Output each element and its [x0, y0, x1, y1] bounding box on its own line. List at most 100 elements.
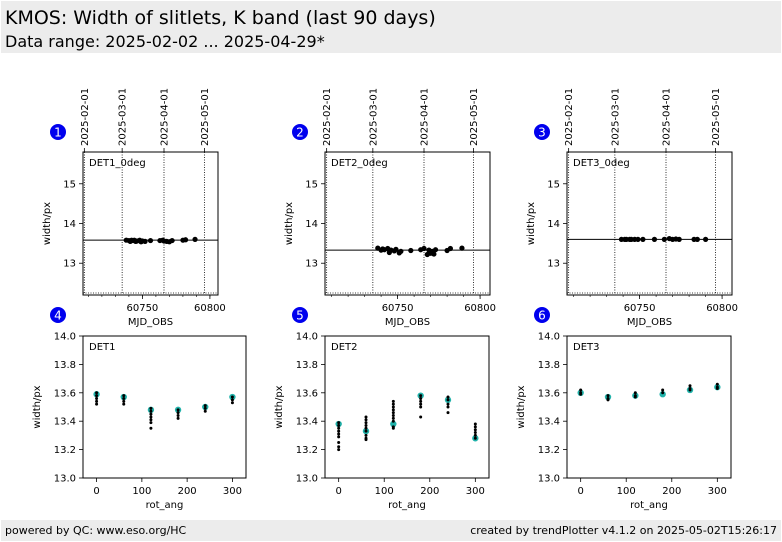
y-tick-label: 13.2	[54, 445, 76, 456]
data-point	[446, 411, 450, 415]
x-tick-label: 300	[708, 486, 727, 497]
date-tick-label: 2025-02-01	[322, 88, 333, 146]
data-point	[676, 236, 682, 242]
data-point	[473, 433, 477, 437]
data-point	[419, 399, 423, 403]
data-point	[176, 414, 180, 418]
data-point	[337, 426, 341, 430]
data-point	[337, 445, 341, 449]
date-tick-label: 2025-04-01	[160, 88, 171, 146]
page-title: KMOS: Width of slitlets, K band (last 90…	[5, 7, 436, 29]
data-point	[95, 391, 99, 395]
data-point	[230, 395, 234, 399]
data-point	[446, 398, 450, 402]
data-point	[606, 398, 610, 402]
data-point	[95, 396, 99, 400]
panel-number: 4	[54, 309, 62, 323]
date-tick-label: 2025-04-01	[662, 88, 673, 146]
data-point	[149, 412, 153, 416]
x-axis-label: MJD_OBS	[385, 317, 430, 328]
data-point	[364, 433, 368, 437]
data-point	[421, 245, 427, 252]
data-point	[606, 394, 610, 398]
data-point	[176, 408, 180, 412]
x-tick-label: 100	[375, 486, 394, 497]
data-point	[473, 428, 477, 432]
plot-frame	[82, 335, 247, 479]
y-axis-label: width/px	[284, 202, 295, 245]
x-tick-label: 200	[178, 486, 197, 497]
panel-number-badge	[534, 307, 550, 323]
median-marker	[390, 420, 397, 428]
data-point	[337, 421, 341, 425]
data-point	[473, 425, 477, 429]
y-tick-label: 13	[305, 259, 318, 270]
panel-number: 1	[54, 126, 62, 140]
x-tick-label: 60750	[126, 303, 158, 314]
y-tick-label: 13.4	[54, 417, 76, 428]
data-point	[391, 426, 395, 430]
y-tick-label: 13.0	[54, 474, 76, 485]
data-point	[364, 415, 368, 419]
data-point	[447, 245, 453, 252]
data-point	[364, 429, 368, 433]
y-axis-label: width/px	[42, 202, 53, 245]
data-point	[661, 236, 667, 242]
panel-label: DET2_0deg	[331, 158, 388, 169]
y-axis-label: width/px	[274, 385, 285, 428]
data-point	[95, 402, 99, 406]
data-point	[337, 448, 341, 452]
data-point	[203, 409, 207, 413]
panel-label: DET1_0deg	[89, 158, 146, 169]
data-point	[391, 399, 395, 403]
date-tick-label: 2025-05-01	[469, 88, 480, 146]
data-point	[635, 236, 641, 242]
data-point	[149, 418, 153, 422]
data-point	[393, 246, 399, 252]
data-point	[419, 405, 423, 409]
date-tick-label: 2025-03-01	[610, 88, 621, 146]
data-point	[391, 402, 395, 406]
x-tick-label: 0	[577, 486, 583, 497]
data-point	[459, 245, 465, 251]
data-point	[715, 382, 719, 386]
data-point	[419, 396, 423, 400]
data-point	[337, 423, 341, 427]
data-point	[633, 395, 637, 399]
date-tick-label: 2025-03-01	[118, 88, 129, 146]
data-point	[446, 405, 450, 409]
panel-number: 5	[296, 309, 304, 323]
x-tick-label: 300	[223, 486, 242, 497]
data-point	[149, 426, 153, 430]
date-tick-label: 2025-04-01	[420, 88, 431, 146]
data-point	[391, 405, 395, 409]
data-point	[715, 387, 719, 391]
data-point	[633, 391, 637, 395]
page-subtitle: Data range: 2025-02-02 ... 2025-04-29*	[5, 32, 325, 51]
x-tick-label: 0	[335, 486, 341, 497]
panel-number-badge	[292, 307, 308, 323]
data-point	[364, 423, 368, 427]
panel-number-badge	[292, 124, 308, 140]
data-point	[337, 432, 341, 436]
date-tick-label: 2025-05-01	[711, 88, 722, 146]
y-tick-label: 14.0	[296, 332, 318, 343]
data-point	[176, 411, 180, 415]
data-point	[203, 404, 207, 408]
x-tick-label: 0	[93, 486, 99, 497]
data-point	[640, 236, 646, 242]
panel-number-badge	[534, 124, 550, 140]
data-point	[95, 399, 99, 403]
plot-frame	[324, 335, 490, 479]
panel-number-badge	[50, 307, 66, 323]
data-point	[579, 388, 583, 392]
y-axis-label: width/px	[526, 202, 537, 245]
x-tick-label: 100	[617, 486, 636, 497]
data-point	[694, 236, 700, 242]
data-point	[419, 415, 423, 419]
data-point	[337, 441, 341, 444]
data-point	[149, 421, 153, 425]
x-tick-label: 200	[420, 486, 439, 497]
plot-frame	[82, 151, 219, 296]
